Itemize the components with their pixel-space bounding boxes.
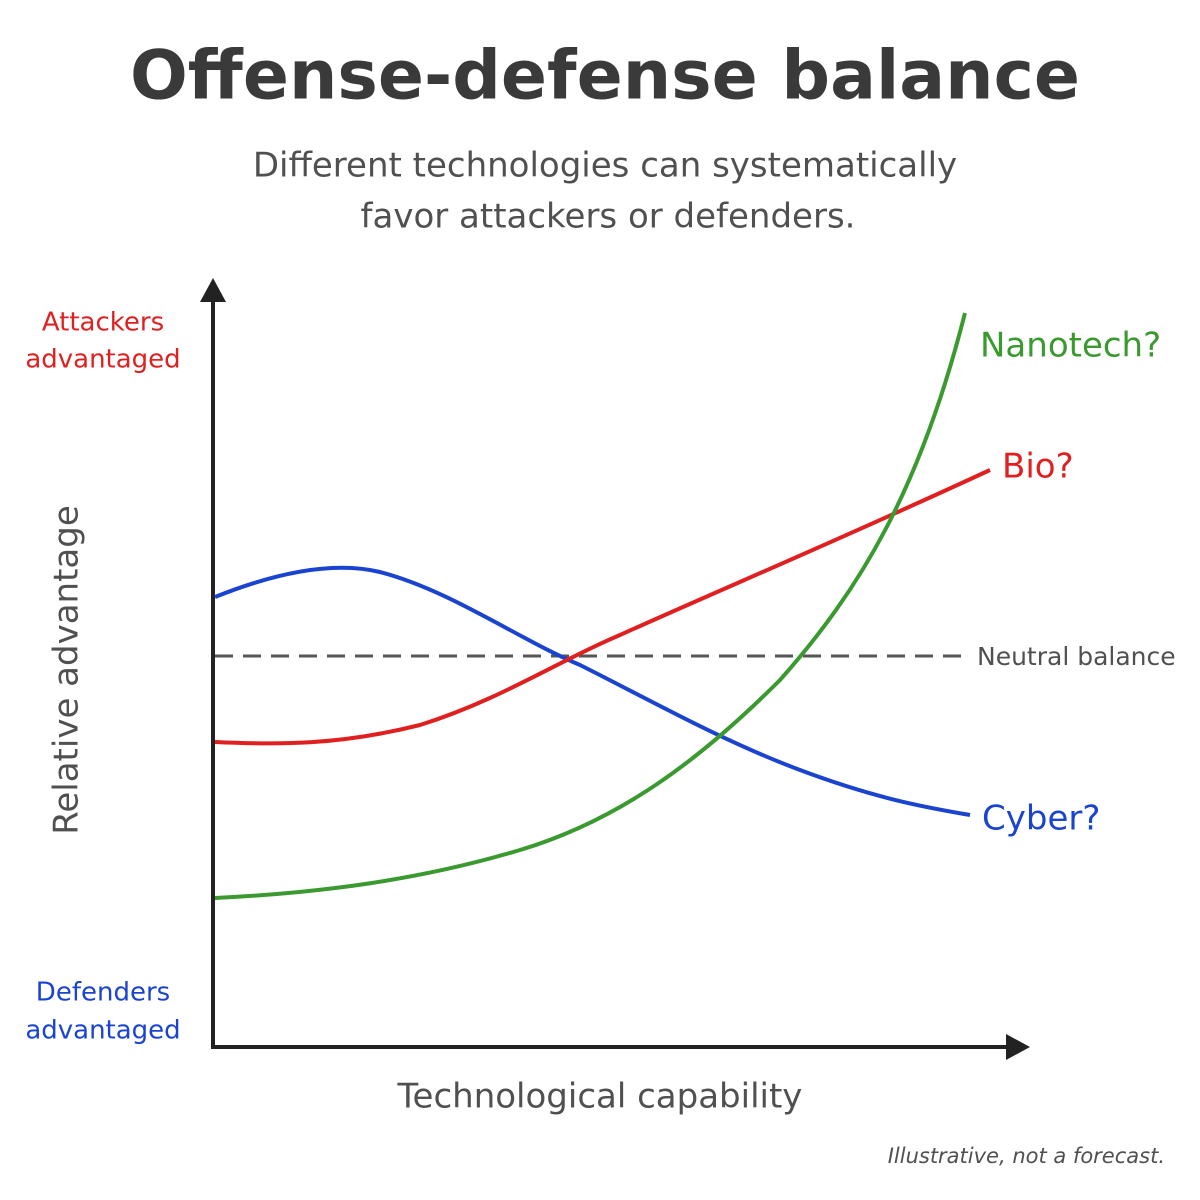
x-axis-label: Technological capability (397, 1077, 803, 1117)
curve-label: Bio? (1002, 447, 1074, 487)
top-label: advantaged (25, 345, 180, 375)
bio-curve (214, 468, 991, 746)
cyber-curve (214, 565, 971, 817)
subtitle: favor attackers or defenders. (361, 197, 856, 237)
nanotech-curve (214, 312, 967, 900)
title: Offense-defense balance (130, 37, 1080, 116)
bottom-label: Defenders (36, 978, 170, 1008)
neutral-label: Neutral balance (977, 642, 1176, 671)
footnote: Illustrative, not a forecast. (888, 1144, 1165, 1168)
bottom-label: advantaged (25, 1016, 180, 1046)
curve-label: Nanotech? (980, 326, 1161, 366)
y-axis-label: Relative advantage (47, 505, 87, 835)
curve-label: Cyber? (982, 799, 1100, 839)
top-label: Attackers (42, 308, 164, 338)
subtitle: Different technologies can systematicall… (253, 146, 957, 186)
y-arrow (200, 278, 226, 302)
x-arrow (1006, 1034, 1030, 1060)
